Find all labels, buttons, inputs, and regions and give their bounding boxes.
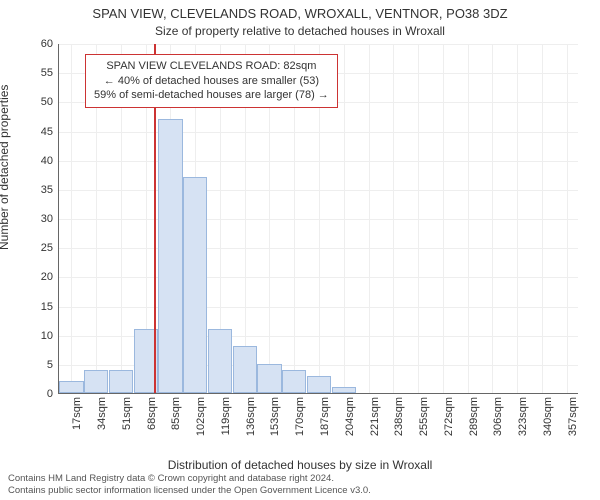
gridline-v — [71, 44, 72, 393]
x-tick-label: 340sqm — [542, 397, 554, 436]
annotation-line: SPAN VIEW CLEVELANDS ROAD: 82sqm — [94, 59, 329, 74]
x-tick-label: 357sqm — [567, 397, 579, 436]
histogram-bar — [158, 119, 182, 393]
x-tick-label: 255sqm — [418, 397, 430, 436]
x-tick-label: 238sqm — [393, 397, 405, 436]
gridline-v — [517, 44, 518, 393]
y-tick-label: 20 — [29, 271, 53, 283]
x-tick-label: 102sqm — [195, 397, 207, 436]
y-tick-label: 35 — [29, 184, 53, 196]
annotation-line: ← 40% of detached houses are smaller (53… — [94, 74, 329, 89]
x-tick-label: 204sqm — [344, 397, 356, 436]
y-axis-label: Number of detached properties — [0, 85, 11, 250]
gridline-v — [492, 44, 493, 393]
histogram-bar — [208, 329, 232, 393]
y-tick-label: 45 — [29, 126, 53, 138]
x-tick-label: 221sqm — [369, 397, 381, 436]
y-tick-label: 60 — [29, 38, 53, 50]
x-tick-label: 323sqm — [517, 397, 529, 436]
x-tick-label: 51sqm — [121, 397, 133, 430]
gridline-v — [369, 44, 370, 393]
histogram-bar — [183, 177, 207, 393]
gridline-v — [567, 44, 568, 393]
gridline-v — [443, 44, 444, 393]
x-tick-label: 17sqm — [71, 397, 83, 430]
gridline-v — [418, 44, 419, 393]
histogram-bar — [59, 381, 83, 393]
histogram-bar — [307, 376, 331, 394]
chart-subtitle: Size of property relative to detached ho… — [0, 24, 600, 38]
x-tick-label: 289sqm — [468, 397, 480, 436]
histogram-bar — [282, 370, 306, 393]
histogram-bar — [332, 387, 356, 393]
annotation-line: 59% of semi-detached houses are larger (… — [94, 88, 329, 103]
x-tick-label: 136sqm — [245, 397, 257, 436]
histogram-bar — [84, 370, 108, 393]
gridline-v — [542, 44, 543, 393]
x-tick-label: 153sqm — [269, 397, 281, 436]
x-tick-label: 85sqm — [170, 397, 182, 430]
x-tick-label: 306sqm — [492, 397, 504, 436]
x-tick-label: 68sqm — [146, 397, 158, 430]
y-tick-label: 15 — [29, 301, 53, 313]
footer-line2: Contains public sector information licen… — [8, 485, 371, 496]
gridline-v — [344, 44, 345, 393]
y-tick-label: 0 — [29, 388, 53, 400]
x-tick-label: 34sqm — [96, 397, 108, 430]
histogram-bar — [109, 370, 133, 393]
x-axis-label: Distribution of detached houses by size … — [0, 458, 600, 472]
y-tick-label: 55 — [29, 67, 53, 79]
y-tick-label: 10 — [29, 330, 53, 342]
y-tick-label: 5 — [29, 359, 53, 371]
annotation-box: SPAN VIEW CLEVELANDS ROAD: 82sqm← 40% of… — [85, 54, 338, 109]
footer-line1: Contains HM Land Registry data © Crown c… — [8, 473, 334, 484]
y-tick-label: 25 — [29, 242, 53, 254]
gridline-v — [468, 44, 469, 393]
gridline-v — [393, 44, 394, 393]
y-tick-label: 50 — [29, 96, 53, 108]
chart-title: SPAN VIEW, CLEVELANDS ROAD, WROXALL, VEN… — [0, 6, 600, 21]
histogram-bar — [257, 364, 281, 393]
y-tick-label: 40 — [29, 155, 53, 167]
x-tick-label: 119sqm — [220, 397, 232, 435]
x-tick-label: 272sqm — [443, 397, 455, 436]
histogram-bar — [233, 346, 257, 393]
x-tick-label: 187sqm — [319, 397, 331, 436]
footer-attribution: Contains HM Land Registry data © Crown c… — [8, 473, 592, 496]
chart-plot-area: 05101520253035404550556017sqm34sqm51sqm6… — [58, 44, 578, 394]
x-tick-label: 170sqm — [294, 397, 306, 436]
y-tick-label: 30 — [29, 213, 53, 225]
